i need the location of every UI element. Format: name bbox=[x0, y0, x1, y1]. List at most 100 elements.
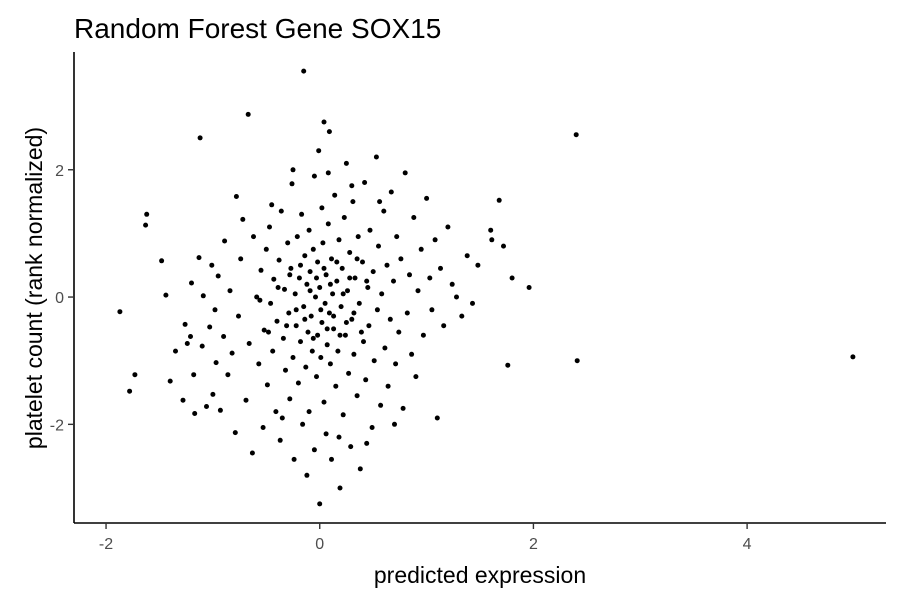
data-point bbox=[302, 316, 308, 322]
data-point bbox=[365, 285, 371, 290]
data-point bbox=[318, 355, 324, 360]
data-point bbox=[287, 272, 293, 278]
data-point bbox=[273, 409, 279, 415]
data-point bbox=[222, 238, 228, 244]
data-point bbox=[197, 135, 203, 141]
data-point bbox=[236, 313, 241, 319]
y-axis-ticks: -2 0 2 bbox=[50, 163, 74, 434]
data-point bbox=[349, 183, 355, 189]
data-point bbox=[191, 372, 197, 378]
data-point bbox=[432, 237, 438, 243]
data-point bbox=[470, 300, 475, 306]
data-point bbox=[283, 367, 288, 373]
data-point bbox=[196, 255, 202, 261]
data-point bbox=[287, 396, 293, 402]
data-point bbox=[427, 275, 433, 281]
data-point bbox=[212, 307, 218, 313]
data-point bbox=[277, 437, 283, 443]
data-point bbox=[254, 294, 260, 300]
data-point bbox=[362, 180, 368, 185]
data-point bbox=[300, 421, 306, 427]
data-point bbox=[319, 205, 325, 211]
x-axis-label: predicted expression bbox=[374, 562, 586, 588]
data-point bbox=[420, 332, 426, 338]
data-point bbox=[366, 323, 372, 329]
x-tick-label: 2 bbox=[529, 536, 538, 553]
data-point bbox=[326, 310, 332, 316]
data-point bbox=[290, 167, 296, 173]
data-point bbox=[331, 313, 337, 319]
data-point bbox=[325, 221, 331, 227]
data-point bbox=[505, 362, 511, 368]
data-point bbox=[306, 227, 312, 233]
data-point bbox=[347, 275, 353, 281]
data-point bbox=[270, 348, 276, 354]
data-point bbox=[293, 323, 299, 329]
data-point bbox=[311, 447, 317, 453]
data-point bbox=[364, 440, 370, 446]
data-point bbox=[346, 370, 352, 376]
data-point bbox=[143, 222, 149, 228]
data-point bbox=[256, 361, 262, 367]
data-point bbox=[221, 334, 227, 339]
data-point bbox=[409, 351, 415, 357]
data-point bbox=[307, 269, 313, 275]
x-tick-label: 0 bbox=[315, 536, 324, 553]
data-point bbox=[357, 466, 363, 472]
data-point bbox=[329, 456, 334, 462]
data-point bbox=[299, 211, 305, 217]
data-point bbox=[285, 240, 291, 246]
data-point bbox=[394, 234, 400, 240]
data-point bbox=[204, 404, 209, 409]
data-point bbox=[370, 269, 376, 275]
data-point bbox=[243, 397, 249, 403]
data-point bbox=[289, 181, 295, 187]
data-point bbox=[488, 227, 494, 233]
data-point bbox=[266, 329, 271, 335]
y-tick-label: -2 bbox=[50, 417, 64, 434]
data-point bbox=[367, 227, 373, 233]
data-point bbox=[415, 288, 421, 294]
data-point bbox=[379, 291, 385, 297]
data-point bbox=[351, 351, 357, 357]
data-point bbox=[309, 348, 315, 354]
data-point bbox=[317, 501, 323, 507]
data-point bbox=[117, 309, 123, 315]
data-point bbox=[260, 425, 266, 430]
data-point bbox=[173, 348, 178, 354]
data-point bbox=[322, 300, 328, 306]
data-point bbox=[207, 324, 213, 330]
data-point bbox=[333, 383, 339, 389]
data-point bbox=[358, 329, 364, 335]
data-point bbox=[127, 388, 133, 394]
data-point bbox=[257, 297, 263, 303]
data-point bbox=[360, 259, 365, 265]
data-point bbox=[363, 377, 369, 383]
data-point bbox=[402, 170, 408, 176]
data-point bbox=[384, 262, 390, 268]
data-point bbox=[263, 246, 269, 252]
data-point bbox=[276, 257, 282, 263]
data-point bbox=[509, 275, 515, 281]
data-point bbox=[348, 444, 354, 450]
data-point bbox=[310, 246, 316, 252]
data-point bbox=[188, 334, 193, 339]
data-point bbox=[407, 272, 412, 278]
data-point bbox=[341, 215, 347, 220]
data-point bbox=[315, 259, 321, 265]
data-point bbox=[304, 281, 310, 287]
data-point bbox=[321, 265, 327, 271]
data-point bbox=[317, 285, 323, 290]
data-point bbox=[144, 211, 150, 217]
data-point bbox=[351, 310, 357, 316]
data-point bbox=[225, 372, 231, 378]
data-point bbox=[329, 256, 334, 262]
data-point bbox=[268, 300, 274, 306]
data-point bbox=[294, 234, 300, 240]
data-point bbox=[378, 402, 384, 408]
data-point bbox=[286, 310, 292, 316]
data-point bbox=[343, 320, 349, 325]
data-point bbox=[376, 243, 381, 249]
data-point bbox=[251, 234, 256, 240]
